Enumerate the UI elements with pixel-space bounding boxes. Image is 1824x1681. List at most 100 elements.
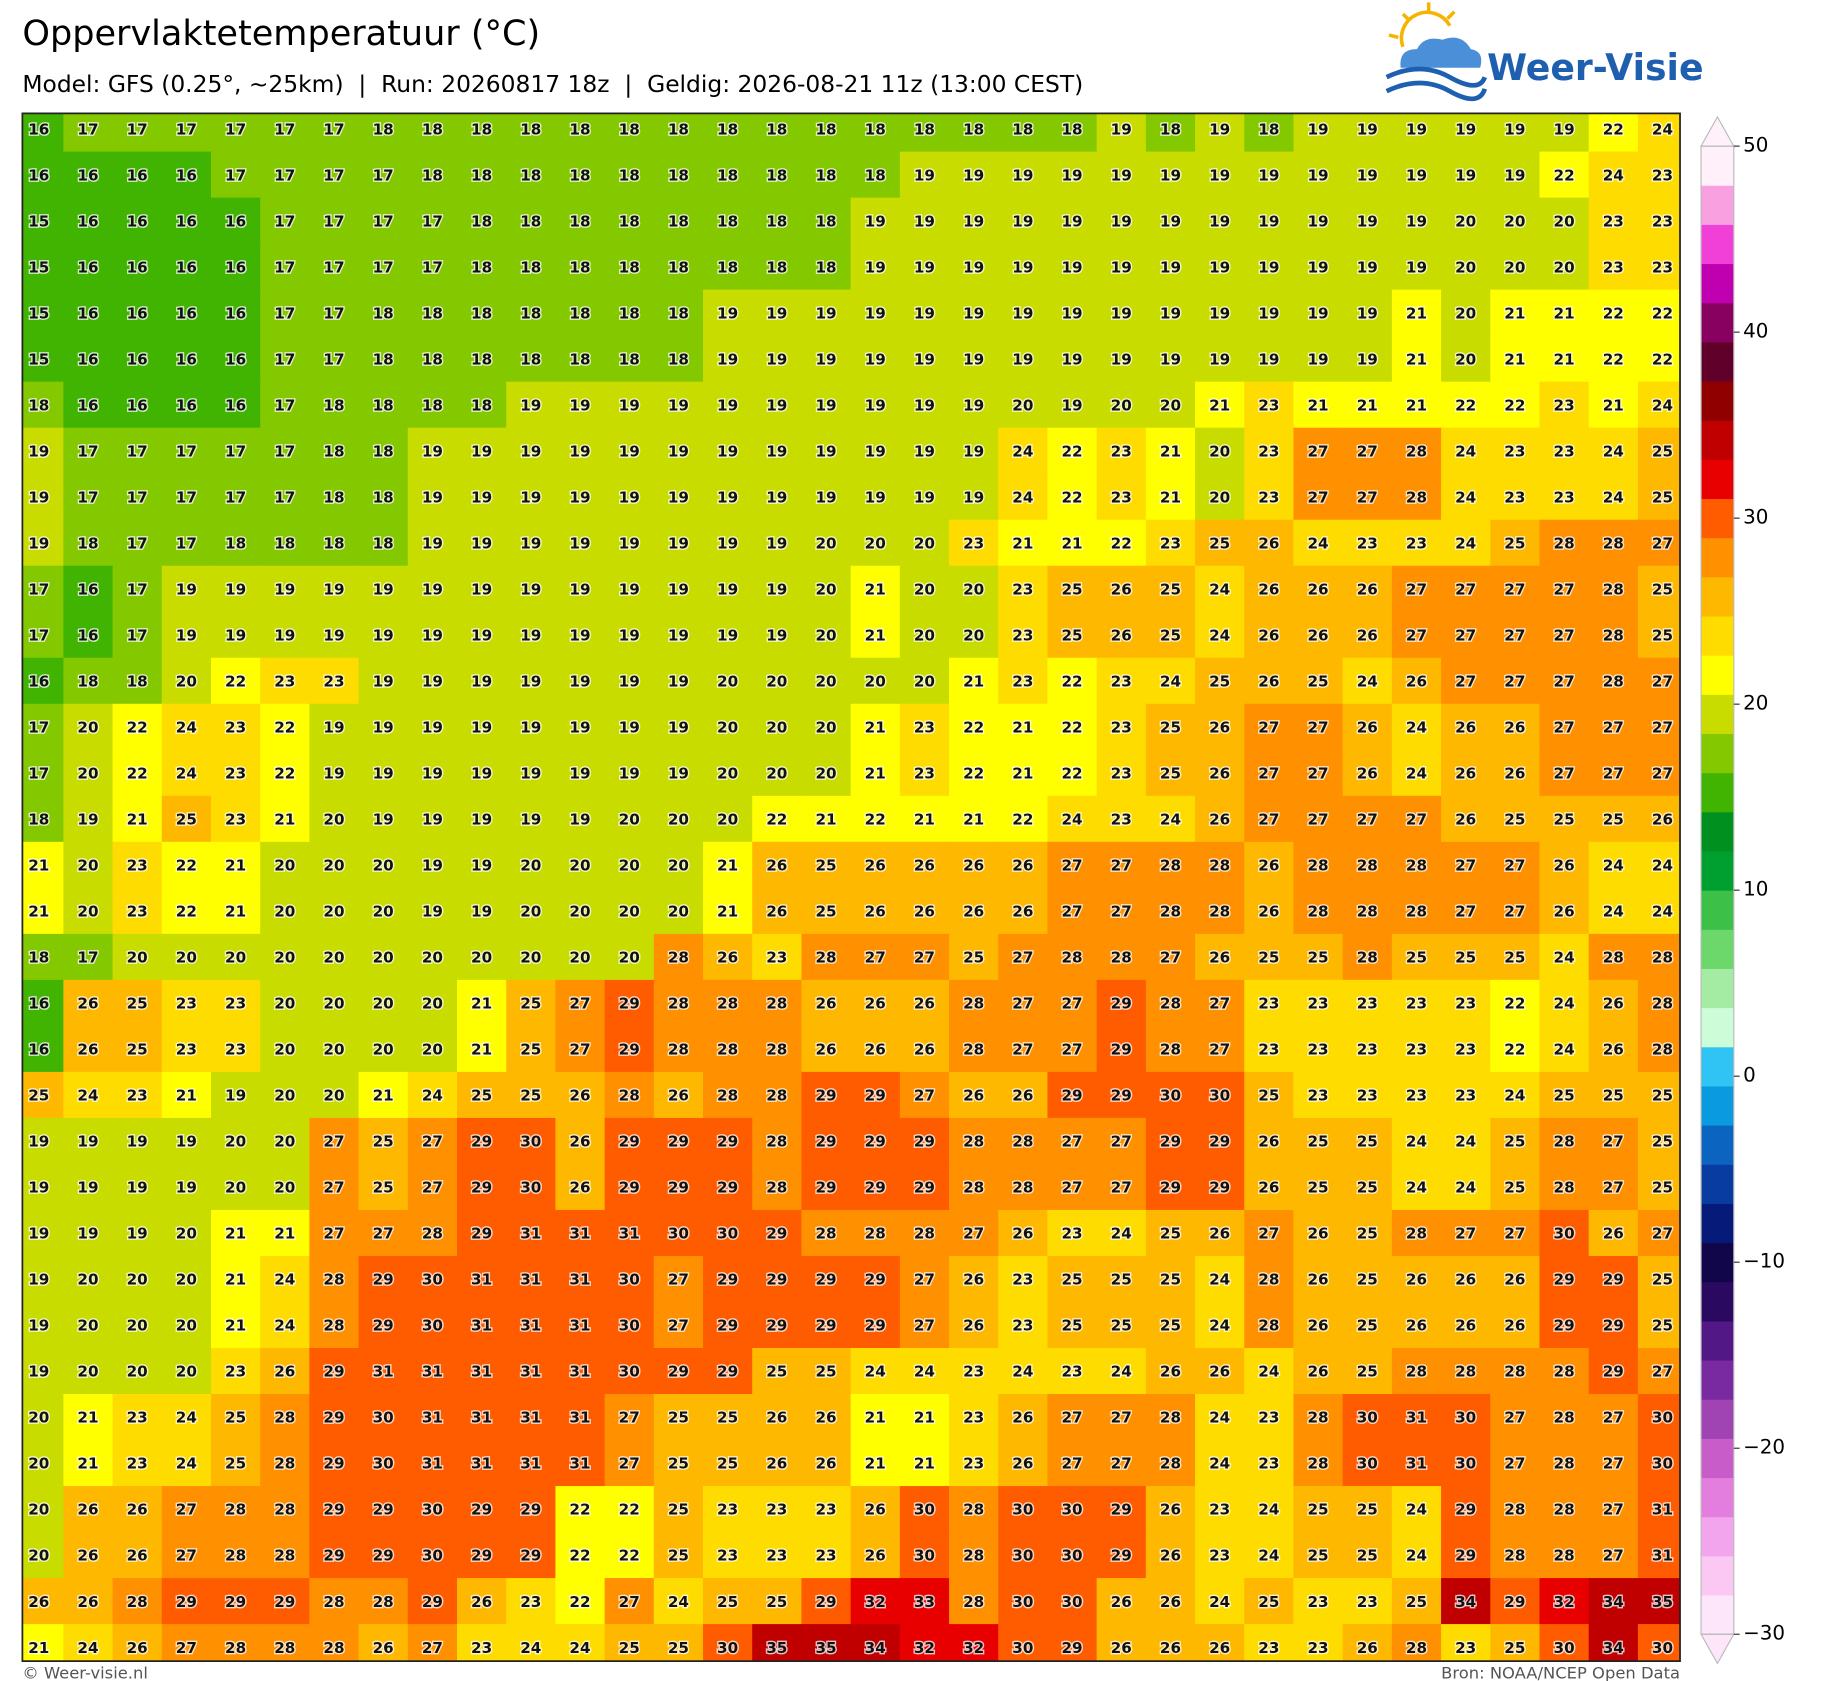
temp-label: 26 — [668, 1087, 689, 1105]
temp-label: 19 — [422, 857, 443, 875]
temp-cell — [1145, 565, 1196, 613]
temp-label: 26 — [1554, 857, 1575, 875]
temp-label: 26 — [569, 1179, 590, 1197]
temp-cell — [506, 1209, 557, 1257]
colorbar-bin — [1701, 733, 1734, 774]
temp-cell — [653, 1117, 704, 1165]
temp-cell — [1539, 381, 1590, 429]
colorbar-bin — [1701, 1360, 1734, 1400]
temp-cell — [1244, 473, 1295, 521]
temp-label: 29 — [1061, 1087, 1082, 1105]
temp-label: 18 — [422, 304, 443, 322]
temp-cell — [1539, 1025, 1590, 1073]
temp-cell — [653, 243, 704, 291]
temp-label: 28 — [422, 1225, 443, 1243]
temp-cell — [1539, 611, 1590, 659]
temp-cell — [949, 657, 999, 705]
temp-label: 25 — [815, 1363, 836, 1381]
temp-label: 30 — [619, 1271, 640, 1289]
temp-label: 19 — [815, 304, 836, 322]
temp-cell — [358, 243, 409, 291]
temp-label: 25 — [1160, 1271, 1181, 1289]
temp-label: 22 — [1504, 995, 1525, 1013]
temp-label: 22 — [1603, 304, 1624, 322]
temp-label: 19 — [914, 212, 935, 230]
temp-label: 18 — [914, 120, 935, 138]
temp-label: 21 — [225, 1271, 246, 1289]
temp-label: 19 — [1012, 350, 1033, 368]
colorbar-bin — [1701, 381, 1734, 421]
temp-label: 20 — [323, 1041, 344, 1059]
temp-cell — [112, 243, 163, 291]
temp-cell — [1391, 113, 1442, 153]
temp-cell — [653, 1071, 704, 1119]
temp-label: 31 — [373, 1363, 394, 1381]
temp-cell — [850, 1486, 901, 1533]
temp-cell — [1195, 1532, 1245, 1579]
temp-label: 25 — [1357, 1225, 1378, 1243]
temp-cell — [1637, 1624, 1681, 1662]
temp-label: 25 — [1652, 1133, 1673, 1151]
colorbar-bin — [1701, 1477, 1734, 1518]
temp-cell — [1637, 611, 1681, 659]
temp-label: 27 — [1652, 1225, 1673, 1243]
temp-label: 27 — [1652, 672, 1673, 690]
temp-label: 24 — [1406, 718, 1427, 736]
temp-label: 19 — [1111, 120, 1132, 138]
temp-label: 23 — [1455, 995, 1476, 1013]
temp-label: 28 — [323, 1317, 344, 1335]
temp-label: 20 — [668, 810, 689, 828]
temp-cell — [506, 473, 557, 521]
temp-cell — [1096, 1532, 1147, 1579]
temp-label: 17 — [225, 488, 246, 506]
temp-cell — [1096, 427, 1147, 475]
temp-label: 21 — [225, 903, 246, 921]
temp-cell — [1293, 979, 1344, 1027]
temp-cell — [309, 243, 360, 291]
temp-label: 19 — [28, 1363, 49, 1381]
temp-cell — [801, 381, 852, 429]
temp-cell — [309, 113, 360, 153]
temp-label: 16 — [28, 166, 49, 184]
temp-cell — [309, 473, 360, 521]
temp-cell — [358, 1301, 409, 1349]
temp-label: 31 — [422, 1363, 443, 1381]
temp-label: 19 — [569, 764, 590, 782]
temp-label: 32 — [865, 1593, 886, 1611]
temp-label: 28 — [963, 1041, 984, 1059]
temp-label: 22 — [963, 764, 984, 782]
temp-label: 28 — [668, 1041, 689, 1059]
temp-cell — [1588, 1163, 1639, 1211]
temp-cell — [1391, 841, 1442, 889]
temp-label: 19 — [815, 488, 836, 506]
temp-cell — [1244, 841, 1295, 889]
temp-label: 24 — [569, 1639, 590, 1657]
temp-cell — [801, 1578, 852, 1625]
temp-cell — [1195, 565, 1245, 613]
temp-cell — [210, 657, 261, 705]
temp-cell — [1293, 565, 1344, 613]
temp-label: 26 — [1258, 903, 1279, 921]
temp-cell — [998, 243, 1049, 291]
temp-cell — [555, 933, 606, 981]
temp-label: 21 — [225, 1317, 246, 1335]
temp-label: 26 — [1455, 764, 1476, 782]
temp-label: 19 — [1554, 120, 1575, 138]
temp-label: 24 — [1406, 1501, 1427, 1519]
temp-label: 17 — [28, 764, 49, 782]
temp-cell — [1145, 1163, 1196, 1211]
temp-cell — [1293, 243, 1344, 291]
temp-label: 26 — [815, 1455, 836, 1473]
temp-label: 19 — [766, 626, 787, 644]
temp-label: 17 — [323, 120, 344, 138]
colorbar-bin — [1701, 576, 1734, 617]
temp-label: 31 — [520, 1225, 541, 1243]
temp-cell — [555, 1117, 606, 1165]
temp-label: 34 — [1455, 1593, 1476, 1611]
temp-cell — [850, 243, 901, 291]
temp-cell — [604, 381, 655, 429]
temp-label: 21 — [28, 1639, 49, 1657]
temp-cell — [456, 1394, 507, 1441]
temp-cell — [899, 1209, 950, 1257]
colorbar-bin — [1701, 498, 1734, 539]
